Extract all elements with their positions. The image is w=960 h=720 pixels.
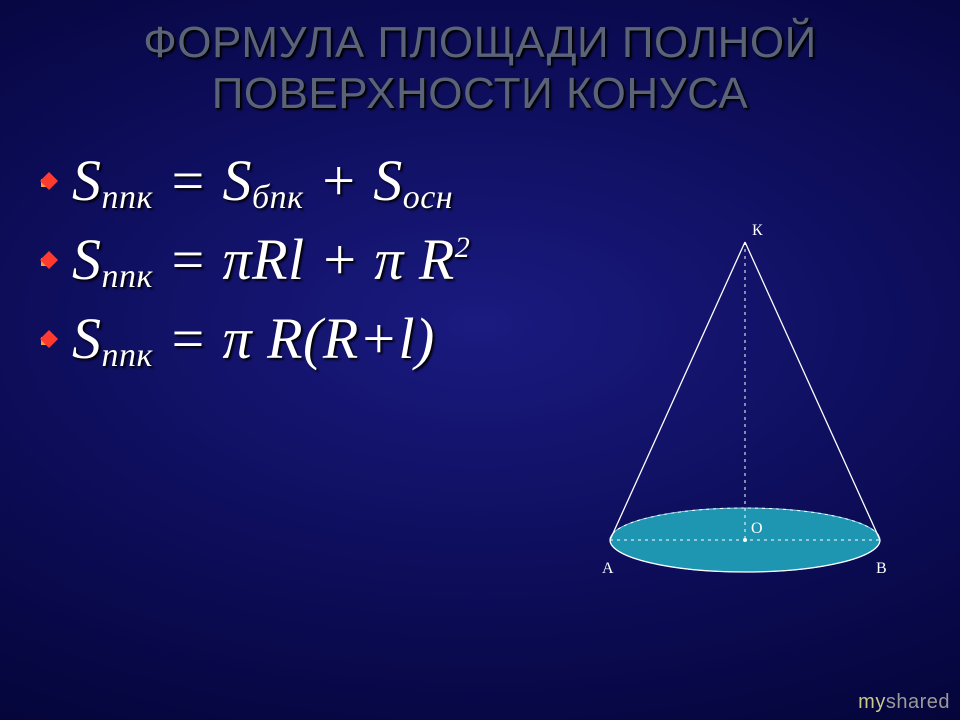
label-right: В — [876, 560, 887, 578]
cone-slant-right — [745, 242, 880, 540]
title-line-1: ФОРМУЛА ПЛОЩАДИ ПОЛНОЙ — [143, 18, 816, 67]
title-line-2: ПОВЕРХНОСТИ КОНУСА — [212, 69, 749, 118]
formula-1: Sппк = Sбпк + Sосн — [72, 147, 453, 214]
label-left: А — [602, 560, 614, 578]
slide-title: ФОРМУЛА ПЛОЩАДИ ПОЛНОЙ ПОВЕРХНОСТИ КОНУС… — [0, 0, 960, 119]
watermark-part1: my — [858, 691, 886, 713]
bullet-icon — [40, 251, 58, 269]
cone-slant-left — [610, 242, 745, 540]
cone-svg — [600, 230, 890, 590]
bullet-icon — [40, 172, 58, 190]
formula-2: Sппк = πRl + π R2 — [72, 226, 470, 293]
watermark: myshared — [858, 691, 950, 714]
bullet-icon — [40, 330, 58, 348]
label-center: О — [751, 520, 763, 538]
cone-diagram: К А В О — [600, 230, 890, 590]
formula-3: Sппк = π R(R+l) — [72, 305, 435, 372]
cone-center-point — [743, 538, 747, 542]
formula-row-1: Sппк = Sбпк + Sосн — [40, 147, 960, 214]
watermark-part2: shared — [886, 691, 950, 713]
label-apex: К — [752, 222, 763, 240]
